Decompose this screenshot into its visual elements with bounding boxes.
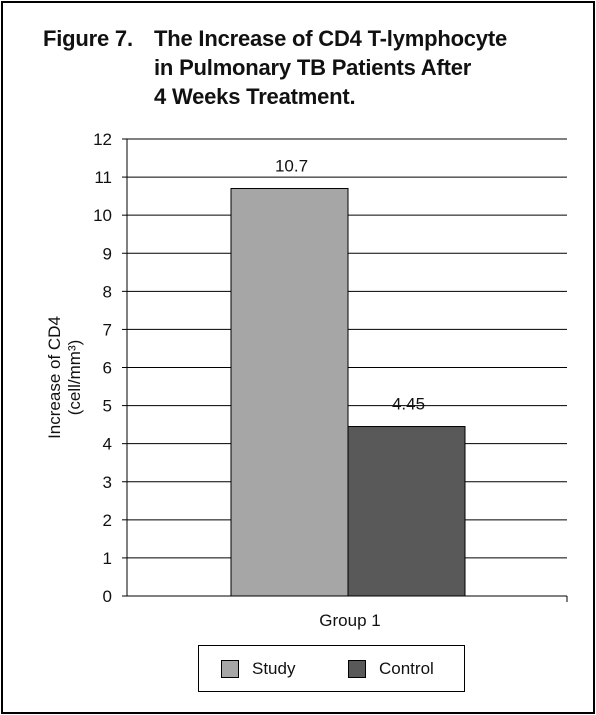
legend-label-study: Study (252, 659, 296, 678)
bar-control (347, 426, 466, 597)
legend-item-study: Study (221, 659, 295, 679)
data-labels: 10.7 4.45 (275, 157, 425, 414)
data-label-study: 10.7 (275, 157, 308, 176)
y-tick-label: 4 (103, 435, 112, 454)
y-tick-label: 2 (103, 511, 112, 530)
title-line-2: in Pulmonary TB Patients After (154, 55, 472, 80)
bar-study (230, 188, 349, 597)
bars (230, 188, 466, 597)
y-tick-label: 1 (103, 549, 112, 568)
y-axis-label: Increase of CD4 (cell/mm³) (45, 316, 84, 439)
y-axis-label-line-1: Increase of CD4 (45, 316, 64, 439)
legend-swatch-control (348, 660, 366, 678)
title-line-1: The Increase of CD4 T-lymphocyte (154, 26, 508, 51)
y-tick-label: 0 (103, 587, 112, 606)
legend-swatch-study (221, 660, 239, 678)
y-tick-label: 9 (103, 244, 112, 263)
legend-label-control: Control (379, 659, 434, 678)
y-tick-label: 6 (103, 359, 112, 378)
legend-item-control: Control (348, 659, 434, 679)
y-axis-label-line-2: (cell/mm³) (65, 340, 84, 416)
x-category-label: Group 1 (319, 611, 380, 630)
y-tick-label: 7 (103, 320, 112, 339)
legend: Study Control (198, 645, 465, 692)
y-tick-label: 5 (103, 397, 112, 416)
y-tick-label: 10 (93, 206, 112, 225)
figure-label: Figure 7. (43, 26, 133, 51)
y-tick-label: 3 (103, 473, 112, 492)
title-line-3: 4 Weeks Treatment. (154, 84, 356, 109)
y-tick-label: 12 (93, 130, 112, 149)
data-label-control: 4.45 (392, 395, 425, 414)
y-tick-label: 11 (94, 168, 112, 187)
y-tick-label: 8 (103, 282, 112, 301)
figure-title: Figure 7. The Increase of CD4 T-lymphocyt… (43, 24, 507, 111)
